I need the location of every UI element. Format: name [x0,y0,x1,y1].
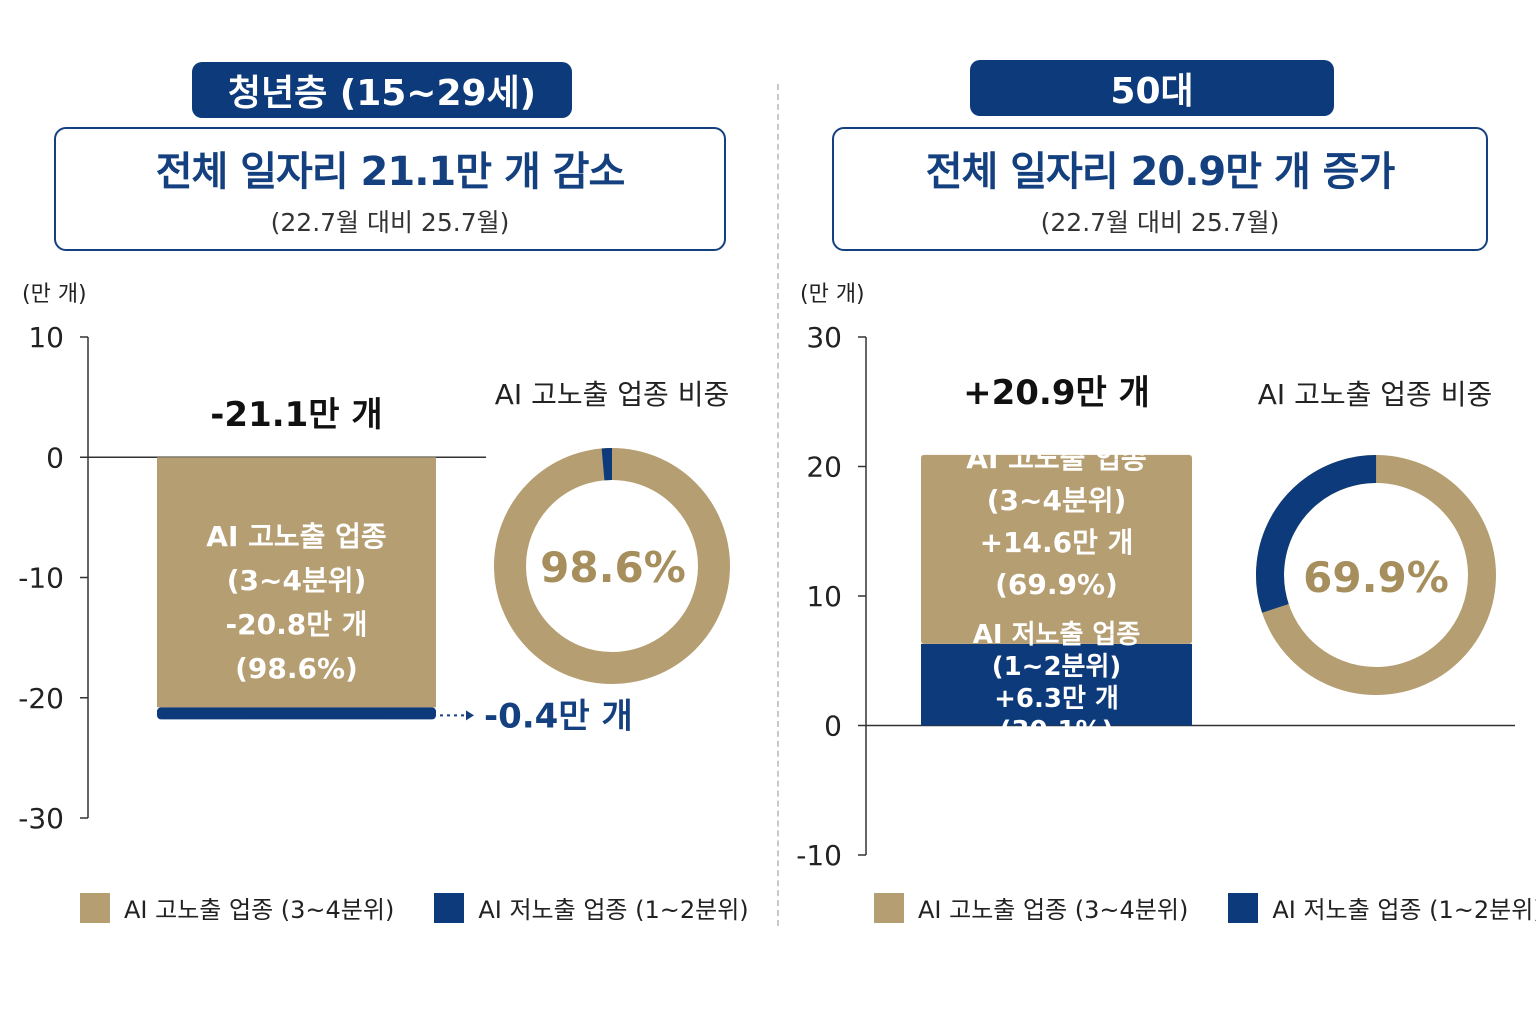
fifties-donut-percent: 69.9% [1303,553,1449,602]
youth-panel: 청년층 (15~29세) 전체 일자리 21.1만 개 감소 (22.7월 대비… [18,62,749,924]
y-tick-label: 0 [46,441,64,474]
youth-donut-percent: 98.6% [540,543,686,592]
fifties-donut-title: AI 고노출 업종 비중 [1258,378,1492,411]
donut-slice-low [494,447,730,684]
legend-swatch-low [1228,892,1259,923]
fifties-legend: AI 고노출 업종 (3~4분위) AI 저노출 업종 (1~2분위) [874,890,1536,925]
fifties-donut [1256,455,1496,695]
fifties-chart: 30 20 10 0 -10 +20.9만 개 AI 고노출 업종 (3~4분위) +14.… [796,321,1515,872]
bar-segment-high-label: (69.9%) [995,568,1118,601]
fifties-legend-low: AI 저노출 업종 (1~2분위) [1228,890,1536,925]
y-tick-label: 10 [28,321,64,354]
y-tick-label: -10 [18,562,64,595]
fifties-low-segment-labels: AI 저노출 업종(1~2분위)+6.3만 개(30.1%) [973,620,1141,746]
bar-segment-high [921,454,1192,644]
bar-segment-low [157,707,436,720]
bar-segment-low [921,643,1192,726]
fifties-bars [921,454,1192,726]
youth-chart: 10 0 -10 -20 -30 -21.1만 개 AI 고노출 업종 (3~4분위) -2… [18,321,730,835]
y-tick-label: -20 [18,682,64,715]
fifties-total-label: +20.9만 개 [963,373,1150,413]
youth-group-pill: 청년층 (15~29세) [192,62,572,118]
youth-summary-box: 전체 일자리 21.1만 개 감소 (22.7월 대비 25.7월) [54,127,726,251]
youth-unit-label: (만 개) [22,282,87,307]
bar-segment-low-label: (30.1%) [1000,716,1114,746]
youth-legend-high: AI 고노출 업종 (3~4분위) [80,890,394,925]
youth-total-label: -21.1만 개 [210,395,382,435]
bar-segment-high-label: (3~4분위) [987,484,1127,517]
fifties-group-pill: 50대 [970,60,1334,116]
youth-high-segment-labels: AI 고노출 업종 (3~4분위) -20.8만 개 (98.6%) [206,520,386,685]
bar-segment-high-label: -20.8만 개 [226,608,368,641]
youth-bars [157,457,436,720]
donut-slice-low [1256,455,1496,695]
y-tick-label: 30 [806,321,842,354]
legend-swatch-high [874,892,904,923]
youth-legend: AI 고노출 업종 (3~4분위) AI 저노출 업종 (1~2분위) [80,890,789,925]
youth-headline: 전체 일자리 21.1만 개 감소 [155,149,626,195]
legend-label-low: AI 저노출 업종 (1~2분위) [478,896,749,924]
fifties-summary-box: 전체 일자리 20.9만 개 증가 (22.7월 대비 25.7월) [832,127,1488,251]
y-tick-label: -10 [796,839,842,872]
youth-low-callout: -0.4만 개 [484,696,633,736]
legend-label-high: AI 고노출 업종 (3~4분위) [918,896,1189,924]
fifties-legend-high: AI 고노출 업종 (3~4분위) [874,890,1188,925]
panel-divider [777,84,779,926]
bar-segment-high-label: (3~4분위) [227,564,367,597]
bar-segment-low-label: (1~2분위) [992,652,1122,682]
youth-callout-arrowhead [466,710,474,721]
legend-swatch-high [80,892,110,923]
bar-segment-high [157,457,436,708]
bar-segment-high-label: AI 고노출 업종 [206,520,386,553]
youth-low-callout-group: -0.4만 개 [440,696,633,736]
youth-legend-low: AI 저노출 업종 (1~2분위) [434,890,749,925]
legend-label-high: AI 고노출 업종 (3~4분위) [124,896,395,924]
y-tick-label: 20 [806,451,842,484]
bar-segment-low-label: AI 저노출 업종 [973,620,1141,650]
youth-subline: (22.7월 대비 25.7월) [270,208,510,237]
legend-label-low: AI 저노출 업종 (1~2분위) [1272,896,1536,924]
fifties-subline: (22.7월 대비 25.7월) [1040,208,1280,237]
fifties-panel: 50대 전체 일자리 20.9만 개 증가 (22.7월 대비 25.7월) (… [780,0,1536,1024]
y-tick-label: 0 [824,710,842,743]
bar-segment-high-label: (98.6%) [235,652,358,685]
youth-y-axis: 10 0 -10 -20 -30 [18,321,486,835]
youth-donut [494,447,730,684]
youth-donut-title: AI 고노출 업종 비중 [495,378,729,411]
bar-segment-low-label: +6.3만 개 [994,684,1119,714]
y-tick-label: 10 [806,580,842,613]
legend-swatch-low [434,892,465,923]
fifties-high-segment-labels: AI 고노출 업종 (3~4분위) +14.6만 개 (69.9%) [966,442,1146,601]
bar-segment-high-label: +14.6만 개 [980,526,1134,559]
y-tick-label: -30 [18,802,64,835]
donut-slice-high [494,448,730,684]
fifties-headline: 전체 일자리 20.9만 개 증가 [925,149,1396,195]
bar-segment-high-label: AI 고노출 업종 [966,442,1146,475]
fifties-unit-label: (만 개) [800,282,865,307]
